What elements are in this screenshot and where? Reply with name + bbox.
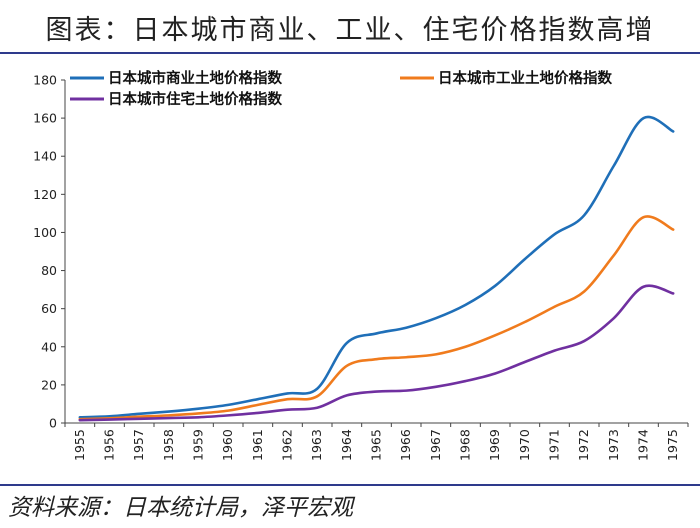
y-tick-label: 100 xyxy=(33,225,57,240)
y-tick-label: 80 xyxy=(41,263,57,278)
y-tick-label: 160 xyxy=(33,111,57,126)
x-tick-label: 1957 xyxy=(131,429,146,461)
y-tick-label: 20 xyxy=(41,377,57,392)
legend-item-residential: 日本城市住宅土地价格指数 xyxy=(70,90,282,108)
x-tick-label: 1974 xyxy=(636,429,651,461)
x-tick-label: 1973 xyxy=(606,429,621,461)
chart-title: 图表：日本城市商业、工业、住宅价格指数高增 xyxy=(45,15,655,46)
x-tick-label: 1970 xyxy=(517,429,532,461)
x-tick-label: 1960 xyxy=(220,429,235,461)
x-tick-label: 1959 xyxy=(191,429,206,461)
legend-item-industrial: 日本城市工业土地价格指数 xyxy=(400,69,612,87)
x-tick-label: 1965 xyxy=(369,429,384,461)
x-tick-label: 1975 xyxy=(665,429,680,461)
legend-label: 日本城市住宅土地价格指数 xyxy=(108,90,282,108)
y-tick-label: 140 xyxy=(33,149,57,164)
x-tick-label: 1971 xyxy=(547,429,562,461)
x-tick-label: 1964 xyxy=(339,429,354,461)
x-tick-label: 1963 xyxy=(309,429,324,461)
x-tick-label: 1972 xyxy=(576,429,591,461)
legend-item-commercial: 日本城市商业土地价格指数 xyxy=(70,69,282,87)
series-group xyxy=(78,115,675,422)
legend-label: 日本城市商业土地价格指数 xyxy=(108,69,282,87)
y-tick-label: 60 xyxy=(41,301,57,316)
x-tick-label: 1969 xyxy=(487,429,502,461)
x-tick-label: 1958 xyxy=(161,429,176,461)
x-tick-label: 1956 xyxy=(102,429,117,461)
industrial-land-price-line xyxy=(78,215,675,421)
footer-divider xyxy=(0,484,700,486)
x-tick-label: 1968 xyxy=(458,429,473,461)
x-tick-label: 1966 xyxy=(398,429,413,461)
x-tick-label: 1962 xyxy=(280,429,295,461)
legend-label: 日本城市工业土地价格指数 xyxy=(438,69,612,87)
title-divider xyxy=(0,52,700,54)
residential-land-price-line xyxy=(78,284,675,422)
source-note: 资料来源：日本统计局，泽平宏观 xyxy=(8,495,353,521)
y-tick-label: 40 xyxy=(41,339,57,354)
x-tick-label: 1967 xyxy=(428,429,443,461)
y-tick-label: 120 xyxy=(33,187,57,202)
y-tick-label: 180 xyxy=(33,73,57,88)
title-bar: 图表：日本城市商业、工业、住宅价格指数高增 xyxy=(0,0,700,50)
x-tick-label: 1955 xyxy=(72,429,87,461)
line-chart: 0 20 40 60 80 100 120 140 160 180 1955 1956 1957 1958… xyxy=(33,69,689,461)
y-tick-label: 0 xyxy=(49,416,57,431)
commercial-land-price-line xyxy=(78,115,675,419)
axes-group: 0 20 40 60 80 100 120 140 160 180 1955 1956 1957 1958… xyxy=(33,73,689,461)
x-tick-label: 1961 xyxy=(250,429,265,461)
